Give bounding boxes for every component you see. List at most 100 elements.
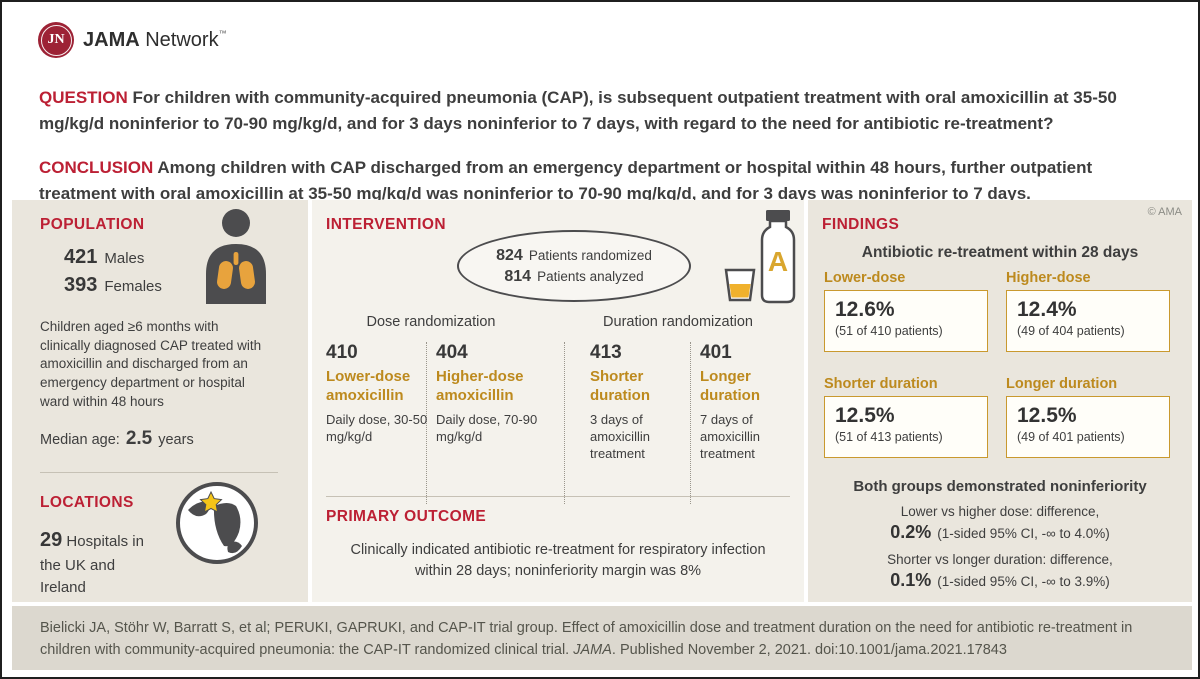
comparison-value: 0.1% bbox=[890, 570, 932, 590]
males-stat: 421 Males bbox=[64, 246, 144, 269]
arm-higher-dose: 404 Higher-dose amoxicillin Daily dose, … bbox=[436, 342, 540, 445]
result-box-lower-dose: 12.6% (51 of 410 patients) bbox=[824, 290, 988, 352]
primary-outcome-text: Clinically indicated antibiotic re-treat… bbox=[350, 542, 766, 580]
result-box-shorter-duration: 12.5% (51 of 413 patients) bbox=[824, 396, 988, 458]
question-label: QUESTION bbox=[39, 88, 128, 107]
locations-text: 29 Hospitals in the UK and Ireland bbox=[40, 526, 158, 599]
trademark-symbol: ™ bbox=[218, 28, 227, 38]
randomized-count: 824 bbox=[496, 246, 523, 264]
arm-detail: Daily dose, 70-90 mg/kg/d bbox=[436, 411, 538, 444]
citation-text: Bielicki JA, Stöhr W, Barratt S, et al; … bbox=[40, 620, 1133, 659]
locations-label: Hospitals in the UK and Ireland bbox=[40, 533, 144, 596]
brand-name-primary: JAMA bbox=[83, 28, 140, 51]
conclusion-paragraph: CONCLUSION Among children with CAP disch… bbox=[39, 155, 1167, 207]
comparison-value: 0.2% bbox=[890, 522, 932, 542]
conclusion-text: Among children with CAP discharged from … bbox=[39, 158, 1093, 203]
result-detail: (51 of 410 patients) bbox=[835, 324, 943, 338]
intervention-outcome-divider bbox=[326, 496, 790, 497]
patients-ellipse: 824 Patients randomized 814 Patients ana… bbox=[457, 230, 691, 302]
arm-lower-dose: 410 Lower-dose amoxicillin Daily dose, 3… bbox=[326, 342, 430, 445]
randomized-label: Patients randomized bbox=[528, 247, 652, 263]
arm-name: Longer duration bbox=[700, 368, 760, 404]
duration-randomization-heading: Duration randomization bbox=[603, 314, 753, 330]
jn-logo-icon: JN bbox=[38, 22, 74, 58]
analyzed-count: 814 bbox=[504, 267, 532, 285]
question-paragraph: QUESTION For children with community-acq… bbox=[39, 85, 1167, 137]
randomized-row: 824 Patients randomized bbox=[496, 247, 652, 265]
result-box-label: Longer duration bbox=[1006, 376, 1118, 392]
arm-detail: Daily dose, 30-50 mg/kg/d bbox=[326, 411, 428, 444]
duration-arms-separator bbox=[690, 342, 691, 504]
result-value: 12.5% bbox=[835, 404, 895, 427]
males-count: 421 bbox=[64, 246, 98, 268]
result-box-longer-duration: 12.5% (49 of 401 patients) bbox=[1006, 396, 1170, 458]
person-lungs-icon bbox=[206, 209, 266, 304]
analyzed-label: Patients analyzed bbox=[537, 268, 644, 284]
arm-name: Lower-dose amoxicillin bbox=[326, 368, 411, 404]
copyright-notice: © AMA bbox=[1147, 206, 1182, 218]
males-label: Males bbox=[104, 250, 145, 267]
result-value: 12.5% bbox=[1017, 404, 1077, 427]
bottle-letter: A bbox=[768, 246, 788, 277]
globe-icon bbox=[176, 482, 258, 564]
citation-text: . Published November 2, 2021. doi:10.100… bbox=[611, 642, 1007, 659]
dose-arms-separator bbox=[426, 342, 427, 504]
arm-longer-duration: 401 Longer duration 7 days of amoxicilli… bbox=[700, 342, 792, 462]
arm-detail: 3 days of amoxicillin treatment bbox=[590, 411, 650, 461]
population-title: POPULATION bbox=[40, 216, 145, 233]
noninferiority-title: Both groups demonstrated noninferiority bbox=[853, 478, 1147, 495]
comparison-value-row: 0.2% (1-sided 95% CI, -∞ to 4.0%) bbox=[808, 522, 1192, 543]
result-box-higher-dose: 12.4% (49 of 404 patients) bbox=[1006, 290, 1170, 352]
findings-subtitle: Antibiotic re-treatment within 28 days bbox=[861, 244, 1139, 261]
primary-outcome-title: PRIMARY OUTCOME bbox=[326, 508, 487, 525]
population-locations-divider bbox=[40, 472, 278, 473]
brand-name-secondary: Network bbox=[145, 28, 219, 51]
population-description: Children aged ≥6 months with clinically … bbox=[40, 319, 262, 409]
median-age-value: 2.5 bbox=[125, 428, 153, 449]
arm-count: 401 bbox=[700, 342, 732, 363]
comparison-label: Lower vs higher dose: difference, bbox=[900, 504, 1100, 519]
population-panel: POPULATION 421 Males 393 Females Childre… bbox=[12, 200, 308, 602]
comparison-value-row: 0.1% (1-sided 95% CI, -∞ to 3.9%) bbox=[808, 570, 1192, 591]
arm-count: 413 bbox=[590, 342, 622, 363]
dose-randomization-heading: Dose randomization bbox=[366, 314, 496, 330]
medicine-bottle-icon: A bbox=[724, 210, 796, 304]
arm-shorter-duration: 413 Shorter duration 3 days of amoxicill… bbox=[590, 342, 682, 462]
result-detail: (51 of 413 patients) bbox=[835, 430, 943, 444]
conclusion-label: CONCLUSION bbox=[39, 158, 154, 177]
analyzed-row: 814 Patients analyzed bbox=[504, 268, 643, 286]
result-box-label: Higher-dose bbox=[1006, 270, 1091, 286]
intervention-title: INTERVENTION bbox=[326, 216, 446, 233]
comparison-label: Shorter vs longer duration: difference, bbox=[887, 552, 1113, 567]
findings-panel: © AMA FINDINGS Antibiotic re-treatment w… bbox=[808, 200, 1192, 602]
arm-count: 404 bbox=[436, 342, 468, 363]
median-age-unit: years bbox=[158, 432, 194, 448]
median-age-label: Median age: bbox=[40, 432, 120, 448]
jn-logo-initials: JN bbox=[47, 32, 65, 47]
result-detail: (49 of 401 patients) bbox=[1017, 430, 1125, 444]
arm-count: 410 bbox=[326, 342, 358, 363]
females-stat: 393 Females bbox=[64, 274, 162, 297]
arm-name: Shorter duration bbox=[590, 368, 650, 404]
arm-detail: 7 days of amoxicillin treatment bbox=[700, 411, 760, 461]
females-count: 393 bbox=[64, 274, 98, 296]
result-value: 12.4% bbox=[1017, 298, 1077, 321]
result-box-label: Shorter duration bbox=[824, 376, 938, 392]
jama-network-logo: JN JAMA Network™ bbox=[38, 22, 227, 58]
locations-count: 29 bbox=[40, 529, 63, 551]
result-detail: (49 of 404 patients) bbox=[1017, 324, 1125, 338]
result-box-label: Lower-dose bbox=[824, 270, 906, 286]
median-age: Median age: 2.5 years bbox=[40, 428, 194, 450]
citation-footer: Bielicki JA, Stöhr W, Barratt S, et al; … bbox=[12, 606, 1192, 670]
dose-duration-separator bbox=[564, 342, 565, 504]
comparison-ci: (1-sided 95% CI, -∞ to 4.0%) bbox=[937, 526, 1110, 541]
locations-title: LOCATIONS bbox=[40, 494, 134, 511]
comparison-ci: (1-sided 95% CI, -∞ to 3.9%) bbox=[937, 574, 1110, 589]
arm-name: Higher-dose amoxicillin bbox=[436, 368, 524, 404]
findings-title: FINDINGS bbox=[822, 216, 900, 233]
intervention-panel: INTERVENTION 824 Patients randomized 814… bbox=[312, 200, 804, 602]
result-value: 12.6% bbox=[835, 298, 895, 321]
citation-journal: JAMA bbox=[573, 642, 612, 659]
females-label: Females bbox=[104, 278, 162, 295]
